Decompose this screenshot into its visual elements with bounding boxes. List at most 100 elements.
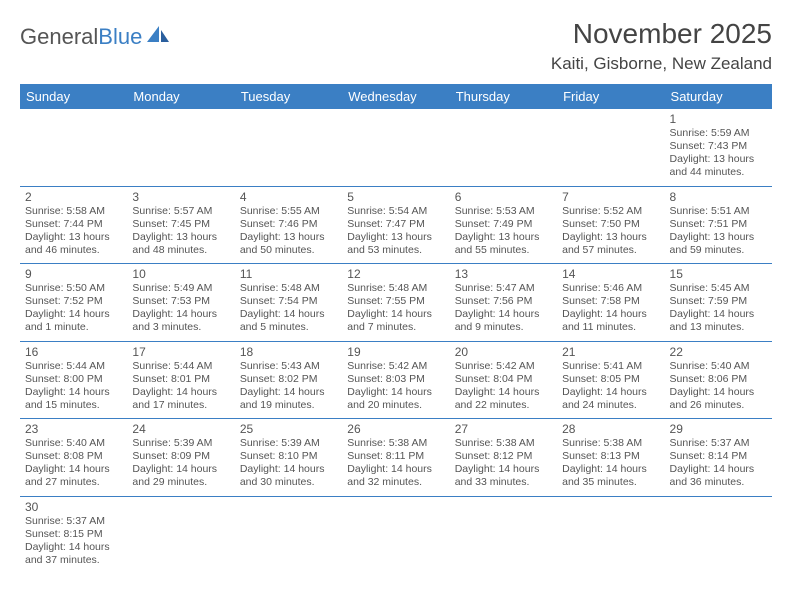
day-info: Sunrise: 5:43 AMSunset: 8:02 PMDaylight:… bbox=[240, 360, 337, 413]
calendar-week: 30Sunrise: 5:37 AMSunset: 8:15 PMDayligh… bbox=[20, 496, 772, 573]
day-info: Sunrise: 5:48 AMSunset: 7:54 PMDaylight:… bbox=[240, 282, 337, 335]
calendar-day: 12Sunrise: 5:48 AMSunset: 7:55 PMDayligh… bbox=[342, 264, 449, 342]
day-info: Sunrise: 5:51 AMSunset: 7:51 PMDaylight:… bbox=[670, 205, 767, 258]
calendar-body: 1Sunrise: 5:59 AMSunset: 7:43 PMDaylight… bbox=[20, 109, 772, 573]
day-number: 3 bbox=[132, 190, 229, 204]
day-info: Sunrise: 5:38 AMSunset: 8:12 PMDaylight:… bbox=[455, 437, 552, 490]
calendar-week: 1Sunrise: 5:59 AMSunset: 7:43 PMDaylight… bbox=[20, 109, 772, 186]
day-number: 23 bbox=[25, 422, 122, 436]
day-info: Sunrise: 5:58 AMSunset: 7:44 PMDaylight:… bbox=[25, 205, 122, 258]
calendar-day: 17Sunrise: 5:44 AMSunset: 8:01 PMDayligh… bbox=[127, 341, 234, 419]
calendar-empty bbox=[342, 496, 449, 573]
calendar-empty bbox=[342, 109, 449, 186]
calendar-day: 23Sunrise: 5:40 AMSunset: 8:08 PMDayligh… bbox=[20, 419, 127, 497]
day-header: Sunday bbox=[20, 84, 127, 109]
calendar-empty bbox=[20, 109, 127, 186]
day-info: Sunrise: 5:44 AMSunset: 8:01 PMDaylight:… bbox=[132, 360, 229, 413]
calendar-day: 26Sunrise: 5:38 AMSunset: 8:11 PMDayligh… bbox=[342, 419, 449, 497]
calendar-day: 29Sunrise: 5:37 AMSunset: 8:14 PMDayligh… bbox=[665, 419, 772, 497]
day-number: 21 bbox=[562, 345, 659, 359]
calendar-day: 16Sunrise: 5:44 AMSunset: 8:00 PMDayligh… bbox=[20, 341, 127, 419]
day-number: 11 bbox=[240, 267, 337, 281]
brand-part2: Blue bbox=[98, 24, 142, 50]
day-number: 13 bbox=[455, 267, 552, 281]
calendar-day: 3Sunrise: 5:57 AMSunset: 7:45 PMDaylight… bbox=[127, 186, 234, 264]
day-info: Sunrise: 5:48 AMSunset: 7:55 PMDaylight:… bbox=[347, 282, 444, 335]
day-info: Sunrise: 5:37 AMSunset: 8:14 PMDaylight:… bbox=[670, 437, 767, 490]
day-number: 18 bbox=[240, 345, 337, 359]
day-info: Sunrise: 5:54 AMSunset: 7:47 PMDaylight:… bbox=[347, 205, 444, 258]
day-number: 24 bbox=[132, 422, 229, 436]
calendar-day: 25Sunrise: 5:39 AMSunset: 8:10 PMDayligh… bbox=[235, 419, 342, 497]
calendar-week: 9Sunrise: 5:50 AMSunset: 7:52 PMDaylight… bbox=[20, 264, 772, 342]
calendar-day: 18Sunrise: 5:43 AMSunset: 8:02 PMDayligh… bbox=[235, 341, 342, 419]
calendar-empty bbox=[235, 109, 342, 186]
calendar-week: 2Sunrise: 5:58 AMSunset: 7:44 PMDaylight… bbox=[20, 186, 772, 264]
day-number: 1 bbox=[670, 112, 767, 126]
calendar-day: 9Sunrise: 5:50 AMSunset: 7:52 PMDaylight… bbox=[20, 264, 127, 342]
calendar-week: 16Sunrise: 5:44 AMSunset: 8:00 PMDayligh… bbox=[20, 341, 772, 419]
calendar-empty bbox=[127, 109, 234, 186]
day-info: Sunrise: 5:47 AMSunset: 7:56 PMDaylight:… bbox=[455, 282, 552, 335]
day-number: 14 bbox=[562, 267, 659, 281]
day-info: Sunrise: 5:46 AMSunset: 7:58 PMDaylight:… bbox=[562, 282, 659, 335]
day-info: Sunrise: 5:55 AMSunset: 7:46 PMDaylight:… bbox=[240, 205, 337, 258]
calendar-day: 6Sunrise: 5:53 AMSunset: 7:49 PMDaylight… bbox=[450, 186, 557, 264]
day-header: Saturday bbox=[665, 84, 772, 109]
day-info: Sunrise: 5:59 AMSunset: 7:43 PMDaylight:… bbox=[670, 127, 767, 180]
day-number: 10 bbox=[132, 267, 229, 281]
month-title: November 2025 bbox=[551, 18, 772, 50]
day-info: Sunrise: 5:39 AMSunset: 8:10 PMDaylight:… bbox=[240, 437, 337, 490]
calendar-day: 10Sunrise: 5:49 AMSunset: 7:53 PMDayligh… bbox=[127, 264, 234, 342]
calendar-day: 7Sunrise: 5:52 AMSunset: 7:50 PMDaylight… bbox=[557, 186, 664, 264]
calendar-day: 30Sunrise: 5:37 AMSunset: 8:15 PMDayligh… bbox=[20, 496, 127, 573]
day-info: Sunrise: 5:49 AMSunset: 7:53 PMDaylight:… bbox=[132, 282, 229, 335]
day-header-row: SundayMondayTuesdayWednesdayThursdayFrid… bbox=[20, 84, 772, 109]
day-info: Sunrise: 5:38 AMSunset: 8:13 PMDaylight:… bbox=[562, 437, 659, 490]
day-number: 8 bbox=[670, 190, 767, 204]
day-number: 7 bbox=[562, 190, 659, 204]
sail-icon bbox=[145, 24, 171, 44]
day-number: 29 bbox=[670, 422, 767, 436]
day-number: 28 bbox=[562, 422, 659, 436]
calendar-day: 22Sunrise: 5:40 AMSunset: 8:06 PMDayligh… bbox=[665, 341, 772, 419]
calendar-empty bbox=[450, 496, 557, 573]
day-header: Friday bbox=[557, 84, 664, 109]
calendar-day: 2Sunrise: 5:58 AMSunset: 7:44 PMDaylight… bbox=[20, 186, 127, 264]
day-header: Tuesday bbox=[235, 84, 342, 109]
location: Kaiti, Gisborne, New Zealand bbox=[551, 54, 772, 74]
calendar-day: 13Sunrise: 5:47 AMSunset: 7:56 PMDayligh… bbox=[450, 264, 557, 342]
calendar-empty bbox=[235, 496, 342, 573]
day-info: Sunrise: 5:44 AMSunset: 8:00 PMDaylight:… bbox=[25, 360, 122, 413]
calendar-day: 21Sunrise: 5:41 AMSunset: 8:05 PMDayligh… bbox=[557, 341, 664, 419]
calendar-empty bbox=[557, 496, 664, 573]
day-info: Sunrise: 5:52 AMSunset: 7:50 PMDaylight:… bbox=[562, 205, 659, 258]
day-number: 15 bbox=[670, 267, 767, 281]
day-number: 4 bbox=[240, 190, 337, 204]
day-info: Sunrise: 5:40 AMSunset: 8:08 PMDaylight:… bbox=[25, 437, 122, 490]
day-info: Sunrise: 5:45 AMSunset: 7:59 PMDaylight:… bbox=[670, 282, 767, 335]
day-info: Sunrise: 5:38 AMSunset: 8:11 PMDaylight:… bbox=[347, 437, 444, 490]
day-number: 12 bbox=[347, 267, 444, 281]
calendar-empty bbox=[557, 109, 664, 186]
day-number: 19 bbox=[347, 345, 444, 359]
header: GeneralBlue November 2025 Kaiti, Gisborn… bbox=[20, 18, 772, 74]
calendar-day: 1Sunrise: 5:59 AMSunset: 7:43 PMDaylight… bbox=[665, 109, 772, 186]
day-info: Sunrise: 5:37 AMSunset: 8:15 PMDaylight:… bbox=[25, 515, 122, 568]
calendar-empty bbox=[450, 109, 557, 186]
day-number: 2 bbox=[25, 190, 122, 204]
brand-part1: General bbox=[20, 24, 98, 50]
calendar-week: 23Sunrise: 5:40 AMSunset: 8:08 PMDayligh… bbox=[20, 419, 772, 497]
brand-logo: GeneralBlue bbox=[20, 18, 171, 50]
day-number: 22 bbox=[670, 345, 767, 359]
day-number: 26 bbox=[347, 422, 444, 436]
day-info: Sunrise: 5:50 AMSunset: 7:52 PMDaylight:… bbox=[25, 282, 122, 335]
title-block: November 2025 Kaiti, Gisborne, New Zeala… bbox=[551, 18, 772, 74]
calendar-empty bbox=[127, 496, 234, 573]
day-header: Monday bbox=[127, 84, 234, 109]
calendar-table: SundayMondayTuesdayWednesdayThursdayFrid… bbox=[20, 84, 772, 573]
day-number: 17 bbox=[132, 345, 229, 359]
day-number: 30 bbox=[25, 500, 122, 514]
day-info: Sunrise: 5:41 AMSunset: 8:05 PMDaylight:… bbox=[562, 360, 659, 413]
day-number: 27 bbox=[455, 422, 552, 436]
